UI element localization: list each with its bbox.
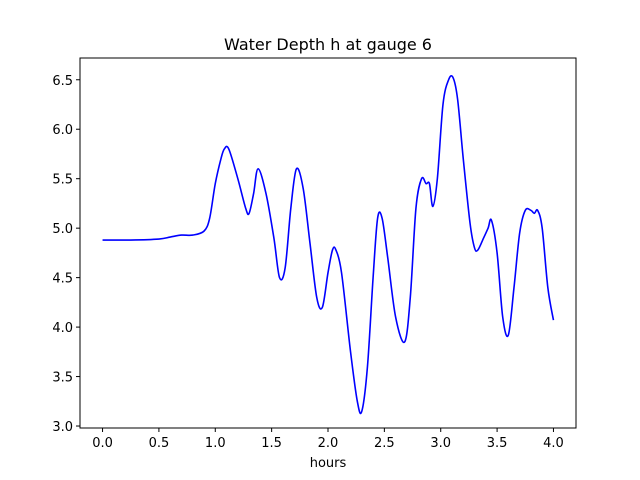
x-tick-label: 4.0 (543, 436, 564, 451)
chart-title: Water Depth h at gauge 6 (224, 35, 432, 54)
series-line-layer (102, 74, 555, 415)
x-axis-label: hours (310, 456, 347, 471)
x-tick-label: 0.0 (92, 436, 113, 451)
y-tick-label: 3.5 (52, 371, 73, 386)
x-axis-ticks: 0.0 0.5 1.0 1.5 2.0 2.5 3.0 3.5 4.0 (92, 428, 564, 451)
x-tick-label: 0.5 (149, 436, 170, 451)
y-tick-label: 4.5 (52, 272, 73, 287)
y-tick-label: 6.5 (52, 74, 73, 89)
water-depth-series-line (102, 74, 555, 415)
y-tick-label: 5.0 (52, 222, 73, 237)
x-tick-label: 2.5 (374, 436, 395, 451)
x-tick-label: 1.0 (205, 436, 226, 451)
x-tick-label: 3.0 (430, 436, 451, 451)
x-tick-label: 3.5 (487, 436, 508, 451)
y-tick-label: 6.0 (52, 123, 73, 138)
x-tick-label: 1.5 (261, 436, 282, 451)
x-tick-label: 2.0 (318, 436, 339, 451)
y-axis-ticks: 3.0 3.5 4.0 4.5 5.0 5.5 6.0 6.5 (52, 74, 80, 435)
y-tick-label: 5.5 (52, 173, 73, 188)
y-tick-label: 4.0 (52, 321, 73, 336)
y-tick-label: 3.0 (52, 420, 73, 435)
